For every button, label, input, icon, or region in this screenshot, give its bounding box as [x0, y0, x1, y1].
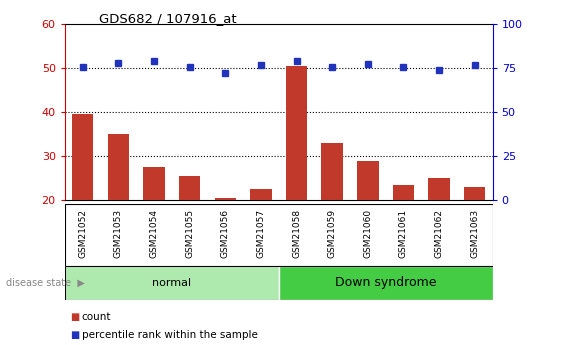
- Text: GSM21056: GSM21056: [221, 208, 230, 258]
- Text: GSM21052: GSM21052: [78, 208, 87, 257]
- Text: GSM21063: GSM21063: [470, 208, 479, 258]
- Text: count: count: [82, 313, 111, 322]
- Bar: [179, 176, 200, 200]
- Bar: [65, 266, 279, 300]
- Text: ■: ■: [70, 330, 79, 339]
- Text: GSM21053: GSM21053: [114, 208, 123, 258]
- Bar: [215, 198, 236, 200]
- Bar: [72, 114, 93, 200]
- Text: normal: normal: [152, 278, 191, 288]
- Bar: [464, 187, 485, 200]
- Bar: [250, 189, 271, 200]
- Text: GSM21057: GSM21057: [256, 208, 265, 258]
- Text: GSM21059: GSM21059: [328, 208, 337, 258]
- Bar: [108, 134, 129, 200]
- Text: disease state  ▶: disease state ▶: [6, 278, 84, 288]
- Text: GDS682 / 107916_at: GDS682 / 107916_at: [99, 12, 236, 25]
- Bar: [321, 143, 343, 200]
- Text: percentile rank within the sample: percentile rank within the sample: [82, 330, 257, 339]
- Text: GSM21062: GSM21062: [435, 208, 444, 257]
- Bar: [279, 266, 493, 300]
- Text: GSM21055: GSM21055: [185, 208, 194, 258]
- Bar: [428, 178, 450, 200]
- Text: GSM21060: GSM21060: [363, 208, 372, 258]
- Text: GSM21061: GSM21061: [399, 208, 408, 258]
- Text: Down syndrome: Down syndrome: [335, 276, 436, 289]
- Text: GSM21054: GSM21054: [149, 208, 158, 257]
- Text: GSM21058: GSM21058: [292, 208, 301, 258]
- Bar: [286, 66, 307, 200]
- Bar: [393, 185, 414, 200]
- Bar: [143, 167, 164, 200]
- Bar: [357, 160, 378, 200]
- Text: ■: ■: [70, 313, 79, 322]
